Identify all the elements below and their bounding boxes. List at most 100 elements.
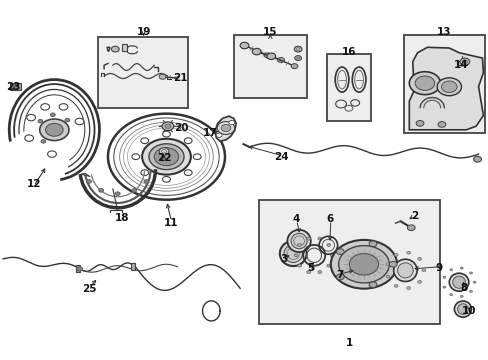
Circle shape [338,246,388,283]
Circle shape [326,244,330,246]
Circle shape [417,280,421,283]
Circle shape [330,254,333,257]
Circle shape [385,263,389,266]
Circle shape [143,180,148,183]
Polygon shape [81,174,90,177]
Circle shape [294,46,302,52]
Circle shape [193,154,201,159]
Circle shape [164,124,170,129]
Polygon shape [215,116,236,141]
Circle shape [159,74,165,79]
Circle shape [290,64,297,69]
Circle shape [459,58,469,65]
Circle shape [326,264,330,267]
Circle shape [336,274,344,280]
Circle shape [228,121,234,125]
Ellipse shape [284,244,302,262]
Bar [10,83,21,90]
Circle shape [159,148,168,155]
Circle shape [277,58,284,63]
Circle shape [75,118,84,125]
Circle shape [59,104,68,110]
Circle shape [240,42,248,49]
Text: 25: 25 [82,284,97,294]
Bar [259,201,439,324]
Text: 14: 14 [453,60,468,70]
Circle shape [436,78,461,96]
Circle shape [406,287,410,289]
Ellipse shape [457,304,468,315]
Circle shape [132,189,137,192]
Text: 10: 10 [461,306,475,316]
Bar [404,35,484,134]
Circle shape [459,295,462,297]
Circle shape [330,240,396,289]
Circle shape [13,84,19,89]
Circle shape [142,139,190,175]
Text: 3: 3 [279,254,286,264]
Text: 22: 22 [157,153,171,163]
Circle shape [473,156,481,162]
Circle shape [77,267,82,271]
Circle shape [47,151,56,157]
Circle shape [415,121,423,126]
Circle shape [132,154,140,159]
Circle shape [368,241,376,247]
Circle shape [141,170,148,176]
Circle shape [441,81,456,93]
Bar [327,54,370,121]
Circle shape [162,122,173,131]
Circle shape [348,253,378,275]
Bar [98,37,188,108]
Circle shape [297,264,301,267]
Circle shape [50,113,55,117]
Circle shape [40,119,69,140]
Text: 16: 16 [342,46,356,57]
Text: 15: 15 [263,27,277,37]
Text: 7: 7 [335,270,343,280]
Circle shape [437,122,445,127]
Circle shape [86,180,91,183]
Ellipse shape [448,273,468,291]
Circle shape [459,267,462,269]
Bar [122,44,127,51]
Polygon shape [408,47,483,130]
Circle shape [336,249,344,255]
Circle shape [417,257,421,260]
Circle shape [65,118,70,122]
Text: 2: 2 [411,211,418,221]
Circle shape [472,281,475,283]
Circle shape [408,72,440,95]
Text: 17: 17 [203,129,217,138]
Circle shape [414,76,434,90]
Circle shape [388,261,396,267]
Circle shape [162,131,170,137]
Ellipse shape [453,301,470,317]
Circle shape [306,271,310,274]
Circle shape [393,284,397,287]
Circle shape [264,53,270,58]
Circle shape [468,272,471,274]
Circle shape [421,269,425,272]
Circle shape [111,46,119,52]
Circle shape [297,244,301,246]
Bar [131,263,135,270]
Circle shape [45,123,63,136]
Circle shape [41,140,46,143]
Circle shape [41,104,49,110]
Circle shape [294,55,301,60]
Circle shape [266,53,275,59]
Circle shape [317,271,321,274]
Circle shape [216,133,222,137]
Circle shape [368,282,376,288]
Circle shape [252,48,261,55]
Circle shape [154,148,178,166]
Text: 24: 24 [273,152,288,162]
Text: 19: 19 [136,27,150,37]
Text: 8: 8 [459,283,467,293]
Text: 6: 6 [325,215,333,224]
Ellipse shape [279,241,306,266]
Circle shape [99,189,103,192]
Text: 4: 4 [291,215,299,224]
Circle shape [221,125,230,132]
